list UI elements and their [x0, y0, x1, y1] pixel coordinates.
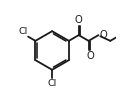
- Text: O: O: [75, 15, 83, 25]
- Text: O: O: [99, 30, 107, 40]
- Text: Cl: Cl: [18, 27, 28, 36]
- Text: Cl: Cl: [47, 79, 57, 88]
- Text: O: O: [87, 51, 94, 61]
